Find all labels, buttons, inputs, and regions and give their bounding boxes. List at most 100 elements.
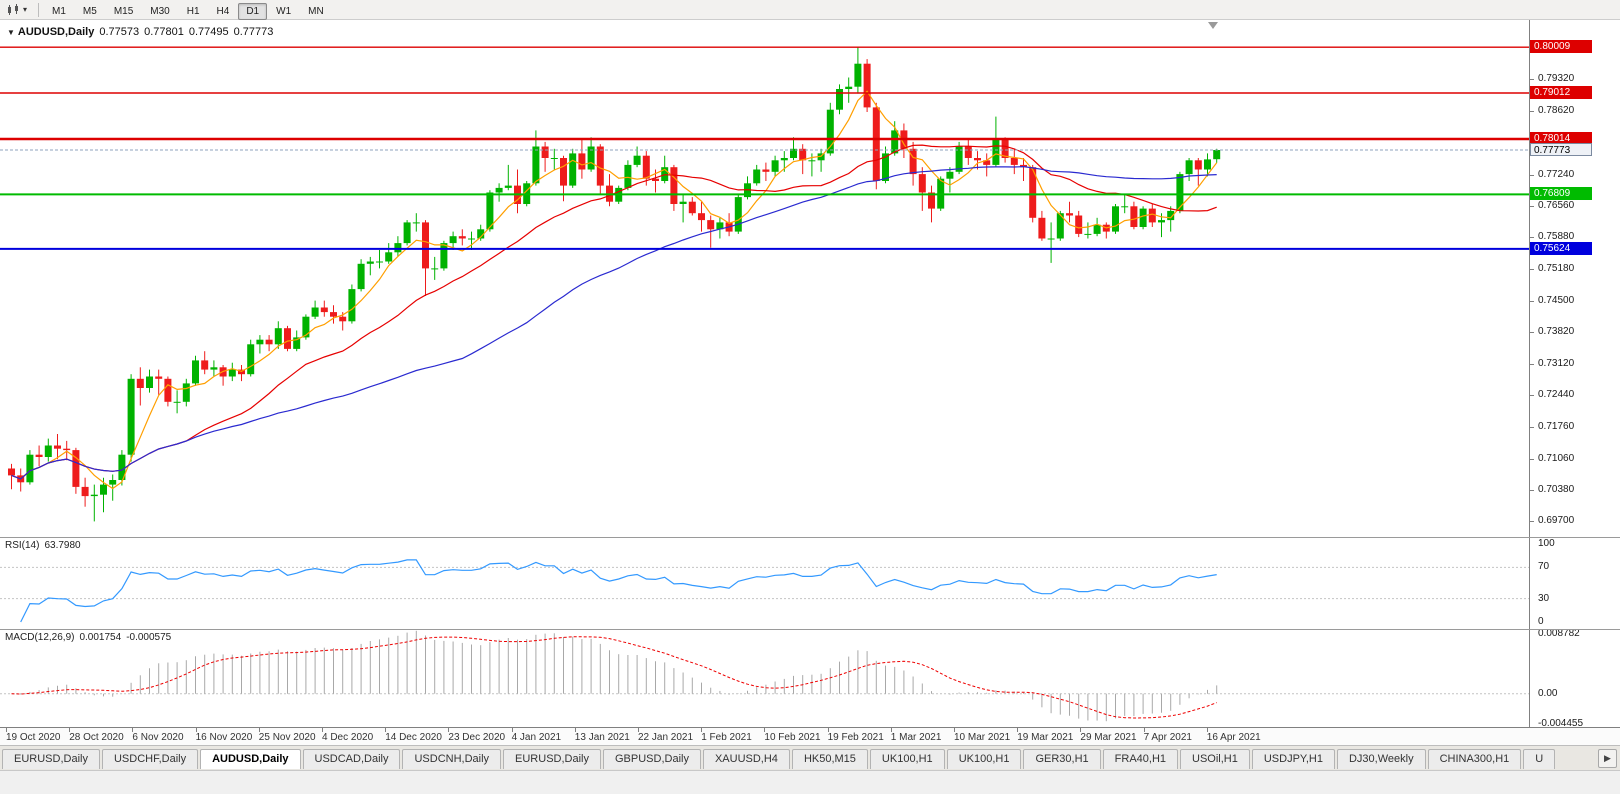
price-axis-label: 0.79320 <box>1538 72 1575 84</box>
time-axis-label: 19 Feb 2021 <box>827 732 884 743</box>
price-axis-tick <box>1530 237 1534 239</box>
time-axis-label: 22 Jan 2021 <box>638 732 694 743</box>
price-axis-label: 0.77240 <box>1538 168 1575 180</box>
chart-tab-usdcad-daily[interactable]: USDCAD,Daily <box>302 749 401 769</box>
timeframe-button-mn[interactable]: MN <box>308 5 324 17</box>
chart-tab-eurusd-daily[interactable]: EURUSD,Daily <box>503 749 601 769</box>
chart-tab-uk100-h1[interactable]: UK100,H1 <box>946 749 1022 769</box>
chart-tab-fra40-h1[interactable]: FRA40,H1 <box>1102 749 1179 769</box>
price-axis-label: 0.72440 <box>1538 389 1575 401</box>
time-axis-label: 13 Jan 2021 <box>574 732 630 743</box>
macd-indicator-canvas[interactable]: MACD(12,26,9) 0.001754 -0.000575 <box>0 630 1529 727</box>
time-axis-tick <box>890 728 892 732</box>
status-strip <box>0 770 1620 794</box>
tabs-scroll-right-button[interactable]: ▶ <box>1598 749 1617 768</box>
rsi-axis-label: 70 <box>1538 561 1550 573</box>
timeframe-button-m5[interactable]: M5 <box>82 5 97 17</box>
chart-shift-marker-icon[interactable] <box>1208 22 1218 29</box>
time-axis-tick <box>195 728 197 732</box>
time-axis-label: 7 Apr 2021 <box>1143 732 1192 743</box>
price-axis-tick <box>1530 205 1534 207</box>
rsi-label: RSI(14) 63.7980 <box>5 540 81 551</box>
price-axis-tick <box>1530 458 1534 460</box>
level-price-tag: 0.76809 <box>1530 187 1592 201</box>
time-axis-tick <box>258 728 260 732</box>
price-axis-label: 0.75180 <box>1538 263 1575 275</box>
panel-resize-handle[interactable] <box>0 629 1620 630</box>
timeframe-button-d1[interactable]: D1 <box>238 2 268 20</box>
chart-tab-xauusd-h4[interactable]: XAUUSD,H4 <box>702 749 790 769</box>
chart-type-selector[interactable]: ▾ <box>4 3 30 17</box>
time-axis-tick <box>954 728 955 732</box>
price-axis-label: 0.71060 <box>1538 452 1575 464</box>
candlestick-chart <box>0 46 1529 522</box>
time-axis-tick <box>511 728 513 732</box>
price-axis-label: 0.73120 <box>1538 358 1575 370</box>
time-axis-tick <box>1143 728 1145 732</box>
collapse-triangle-icon[interactable]: ▼ <box>7 28 15 37</box>
chart-tab-uk100-h1[interactable]: UK100,H1 <box>869 749 945 769</box>
price-axis-tick <box>1530 426 1534 428</box>
price-axis-label: 0.73820 <box>1538 325 1575 337</box>
price-axis-tick <box>1530 364 1534 366</box>
chart-high-value: 0.77801 <box>144 26 184 38</box>
time-axis-label: 10 Feb 2021 <box>764 732 821 743</box>
timeframe-button-m30[interactable]: M30 <box>150 5 170 17</box>
time-axis[interactable]: 19 Oct 2020 28 Oct 2020 6 Nov 2020 16 Nov 2… <box>0 727 1620 745</box>
price-axis-label: 0.71760 <box>1538 420 1575 432</box>
chart-tab-gbpusd-daily[interactable]: GBPUSD,Daily <box>603 749 701 769</box>
chart-tab-audusd-daily[interactable]: AUDUSD,Daily <box>200 749 301 769</box>
chevron-down-icon: ▾ <box>23 5 28 14</box>
chart-tab-usdcnh-daily[interactable]: USDCNH,Daily <box>402 749 502 769</box>
timeframe-button-m15[interactable]: M15 <box>113 5 134 17</box>
chart-tab-china300-h1[interactable]: CHINA300,H1 <box>1427 749 1522 769</box>
time-axis-label: 4 Dec 2020 <box>322 732 374 743</box>
chart-tab-ger30-h1[interactable]: GER30,H1 <box>1023 749 1101 769</box>
timeframe-button-m1[interactable]: M1 <box>52 5 66 17</box>
chart-tab-usdchf-daily[interactable]: USDCHF,Daily <box>101 749 199 769</box>
chart-tab-dj30-weekly[interactable]: DJ30,Weekly <box>1336 749 1426 769</box>
chart-tab-hk50-m15[interactable]: HK50,M15 <box>791 749 868 769</box>
price-axis-tick <box>1530 300 1534 302</box>
time-axis-label: 19 Mar 2021 <box>1017 732 1074 743</box>
price-scale[interactable]: 0.793200.786200.779200.772400.765600.758… <box>1529 20 1620 729</box>
time-axis-tick <box>322 728 323 732</box>
price-chart-canvas[interactable] <box>0 20 1529 537</box>
macd-main-value: 0.001754 <box>79 632 122 643</box>
time-axis-tick <box>764 728 766 732</box>
rsi-axis-label: 100 <box>1538 538 1555 549</box>
chart-tab-bar: EURUSD,Daily USDCHF,Daily AUDUSD,Daily USDC… <box>0 745 1620 770</box>
timeframe-button-h1[interactable]: H1 <box>186 5 200 17</box>
price-axis-tick <box>1530 78 1534 80</box>
macd-axis-label: 0.00 <box>1538 687 1558 699</box>
chart-open-value: 0.77573 <box>99 26 140 38</box>
chart-tab-u[interactable]: U <box>1523 749 1556 769</box>
timeframe-button-h4[interactable]: H4 <box>216 5 230 17</box>
timeframe-button-w1[interactable]: W1 <box>276 5 292 17</box>
chart-tab-eurusd-daily[interactable]: EURUSD,Daily <box>2 749 100 769</box>
time-axis-label: 23 Dec 2020 <box>448 732 506 743</box>
panel-resize-handle[interactable] <box>0 537 1620 538</box>
level-price-tag: 0.78014 <box>1530 132 1592 145</box>
chart-tab-usoil-h1[interactable]: USOil,H1 <box>1180 749 1250 769</box>
time-axis-tick <box>132 728 134 732</box>
price-axis-label: 0.69700 <box>1538 515 1575 527</box>
chart-tab-usdjpy-h1[interactable]: USDJPY,H1 <box>1251 749 1335 769</box>
macd-plot <box>0 630 1529 727</box>
price-axis-tick <box>1530 269 1534 271</box>
toolbar-separator <box>38 2 40 17</box>
time-axis-label: 25 Nov 2020 <box>258 732 316 743</box>
rsi-indicator-canvas[interactable]: RSI(14) 63.7980 <box>0 538 1529 629</box>
level-price-tag: 0.79012 <box>1530 86 1592 99</box>
rsi-value: 63.7980 <box>44 540 81 551</box>
time-axis-tick <box>448 728 450 732</box>
time-axis-tick <box>701 728 703 732</box>
time-axis-label: 14 Dec 2020 <box>385 732 442 743</box>
chart-low-value: 0.77495 <box>188 26 229 38</box>
timeframe-toolbar: ▾ M1 M5 M15 M30 H1 H4 D1 W1 MN <box>0 0 1620 20</box>
price-axis-label: 0.78620 <box>1538 105 1575 117</box>
level-price-tag: 0.75624 <box>1530 241 1592 255</box>
macd-name: MACD(12,26,9) <box>5 632 75 643</box>
timeframe-buttons: M1 M5 M15 M30 H1 H4 D1 W1 MN <box>44 1 333 20</box>
